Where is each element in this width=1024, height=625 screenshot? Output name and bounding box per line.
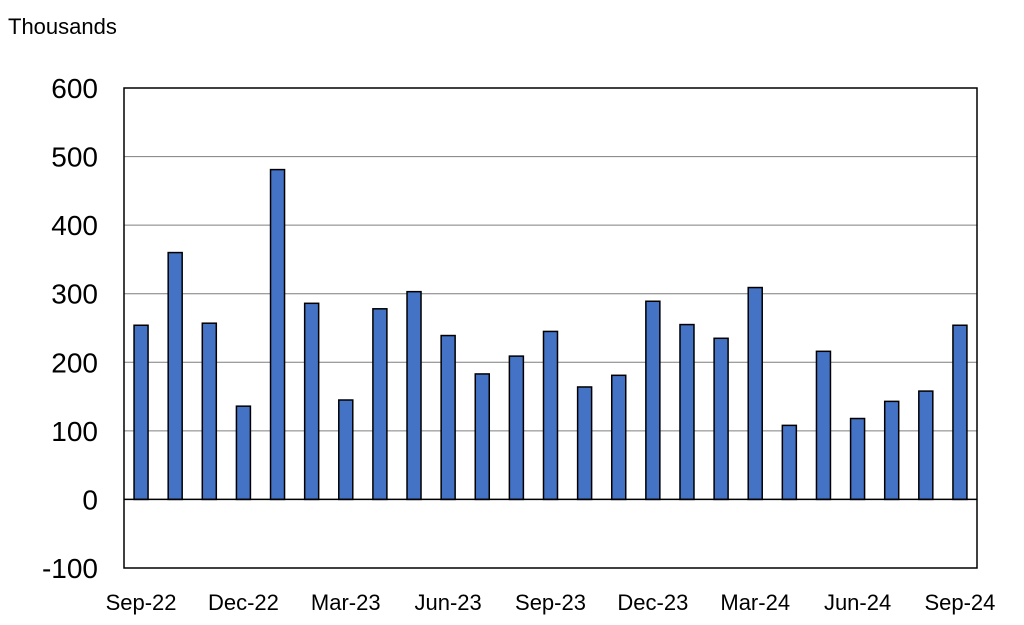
bar-Aug-24: [918, 390, 934, 501]
bar-Nov-22: [201, 322, 218, 501]
bar-Jan-24: [679, 323, 695, 501]
bar-Apr-24: [781, 424, 798, 501]
bar-Oct-23: [576, 386, 593, 501]
bar-Jan-23: [269, 168, 286, 501]
x-tick-label: Sep-24: [924, 590, 995, 615]
bar-Sep-24: [952, 324, 968, 501]
y-tick-label: 500: [51, 142, 98, 173]
x-tick-label: Dec-22: [208, 590, 279, 615]
bar-Oct-22: [167, 251, 183, 501]
bar-Jul-23: [474, 373, 491, 501]
y-tick-label: 300: [51, 279, 98, 310]
x-tick-label: Jun-24: [824, 590, 891, 615]
bar-Sep-22: [133, 324, 149, 501]
bar-Feb-24: [713, 337, 729, 501]
bar-Apr-23: [372, 308, 388, 501]
bar-Mar-23: [338, 399, 354, 501]
bar-Sep-23: [542, 330, 559, 501]
bar-May-23: [406, 290, 422, 501]
bar-Dec-23: [645, 300, 661, 501]
x-tick-label: Mar-24: [720, 590, 790, 615]
y-tick-label: 400: [51, 210, 98, 241]
x-tick-label: Mar-23: [311, 590, 381, 615]
y-tick-label: 0: [82, 484, 98, 515]
x-tick-label: Sep-22: [106, 590, 177, 615]
x-tick-label: Sep-23: [515, 590, 586, 615]
bar-May-24: [815, 350, 832, 501]
bar-Feb-23: [303, 302, 320, 501]
unit-label: Thousands: [8, 14, 117, 39]
y-tick-label: 200: [51, 347, 98, 378]
bar-Jul-24: [883, 400, 900, 501]
y-tick-label: -100: [42, 553, 98, 584]
plot-frame: [123, 87, 978, 569]
x-tick-label: Dec-23: [617, 590, 688, 615]
bar-Jun-23: [440, 334, 456, 501]
bar-Aug-23: [508, 355, 525, 501]
x-tick-label: Jun-23: [414, 590, 481, 615]
bar-Mar-24: [747, 286, 763, 501]
y-tick-label: 100: [51, 416, 98, 447]
y-tick-label: 600: [51, 73, 98, 104]
bar-Nov-23: [610, 374, 627, 501]
bar-Dec-22: [235, 405, 252, 501]
bar-Jun-24: [849, 417, 866, 501]
